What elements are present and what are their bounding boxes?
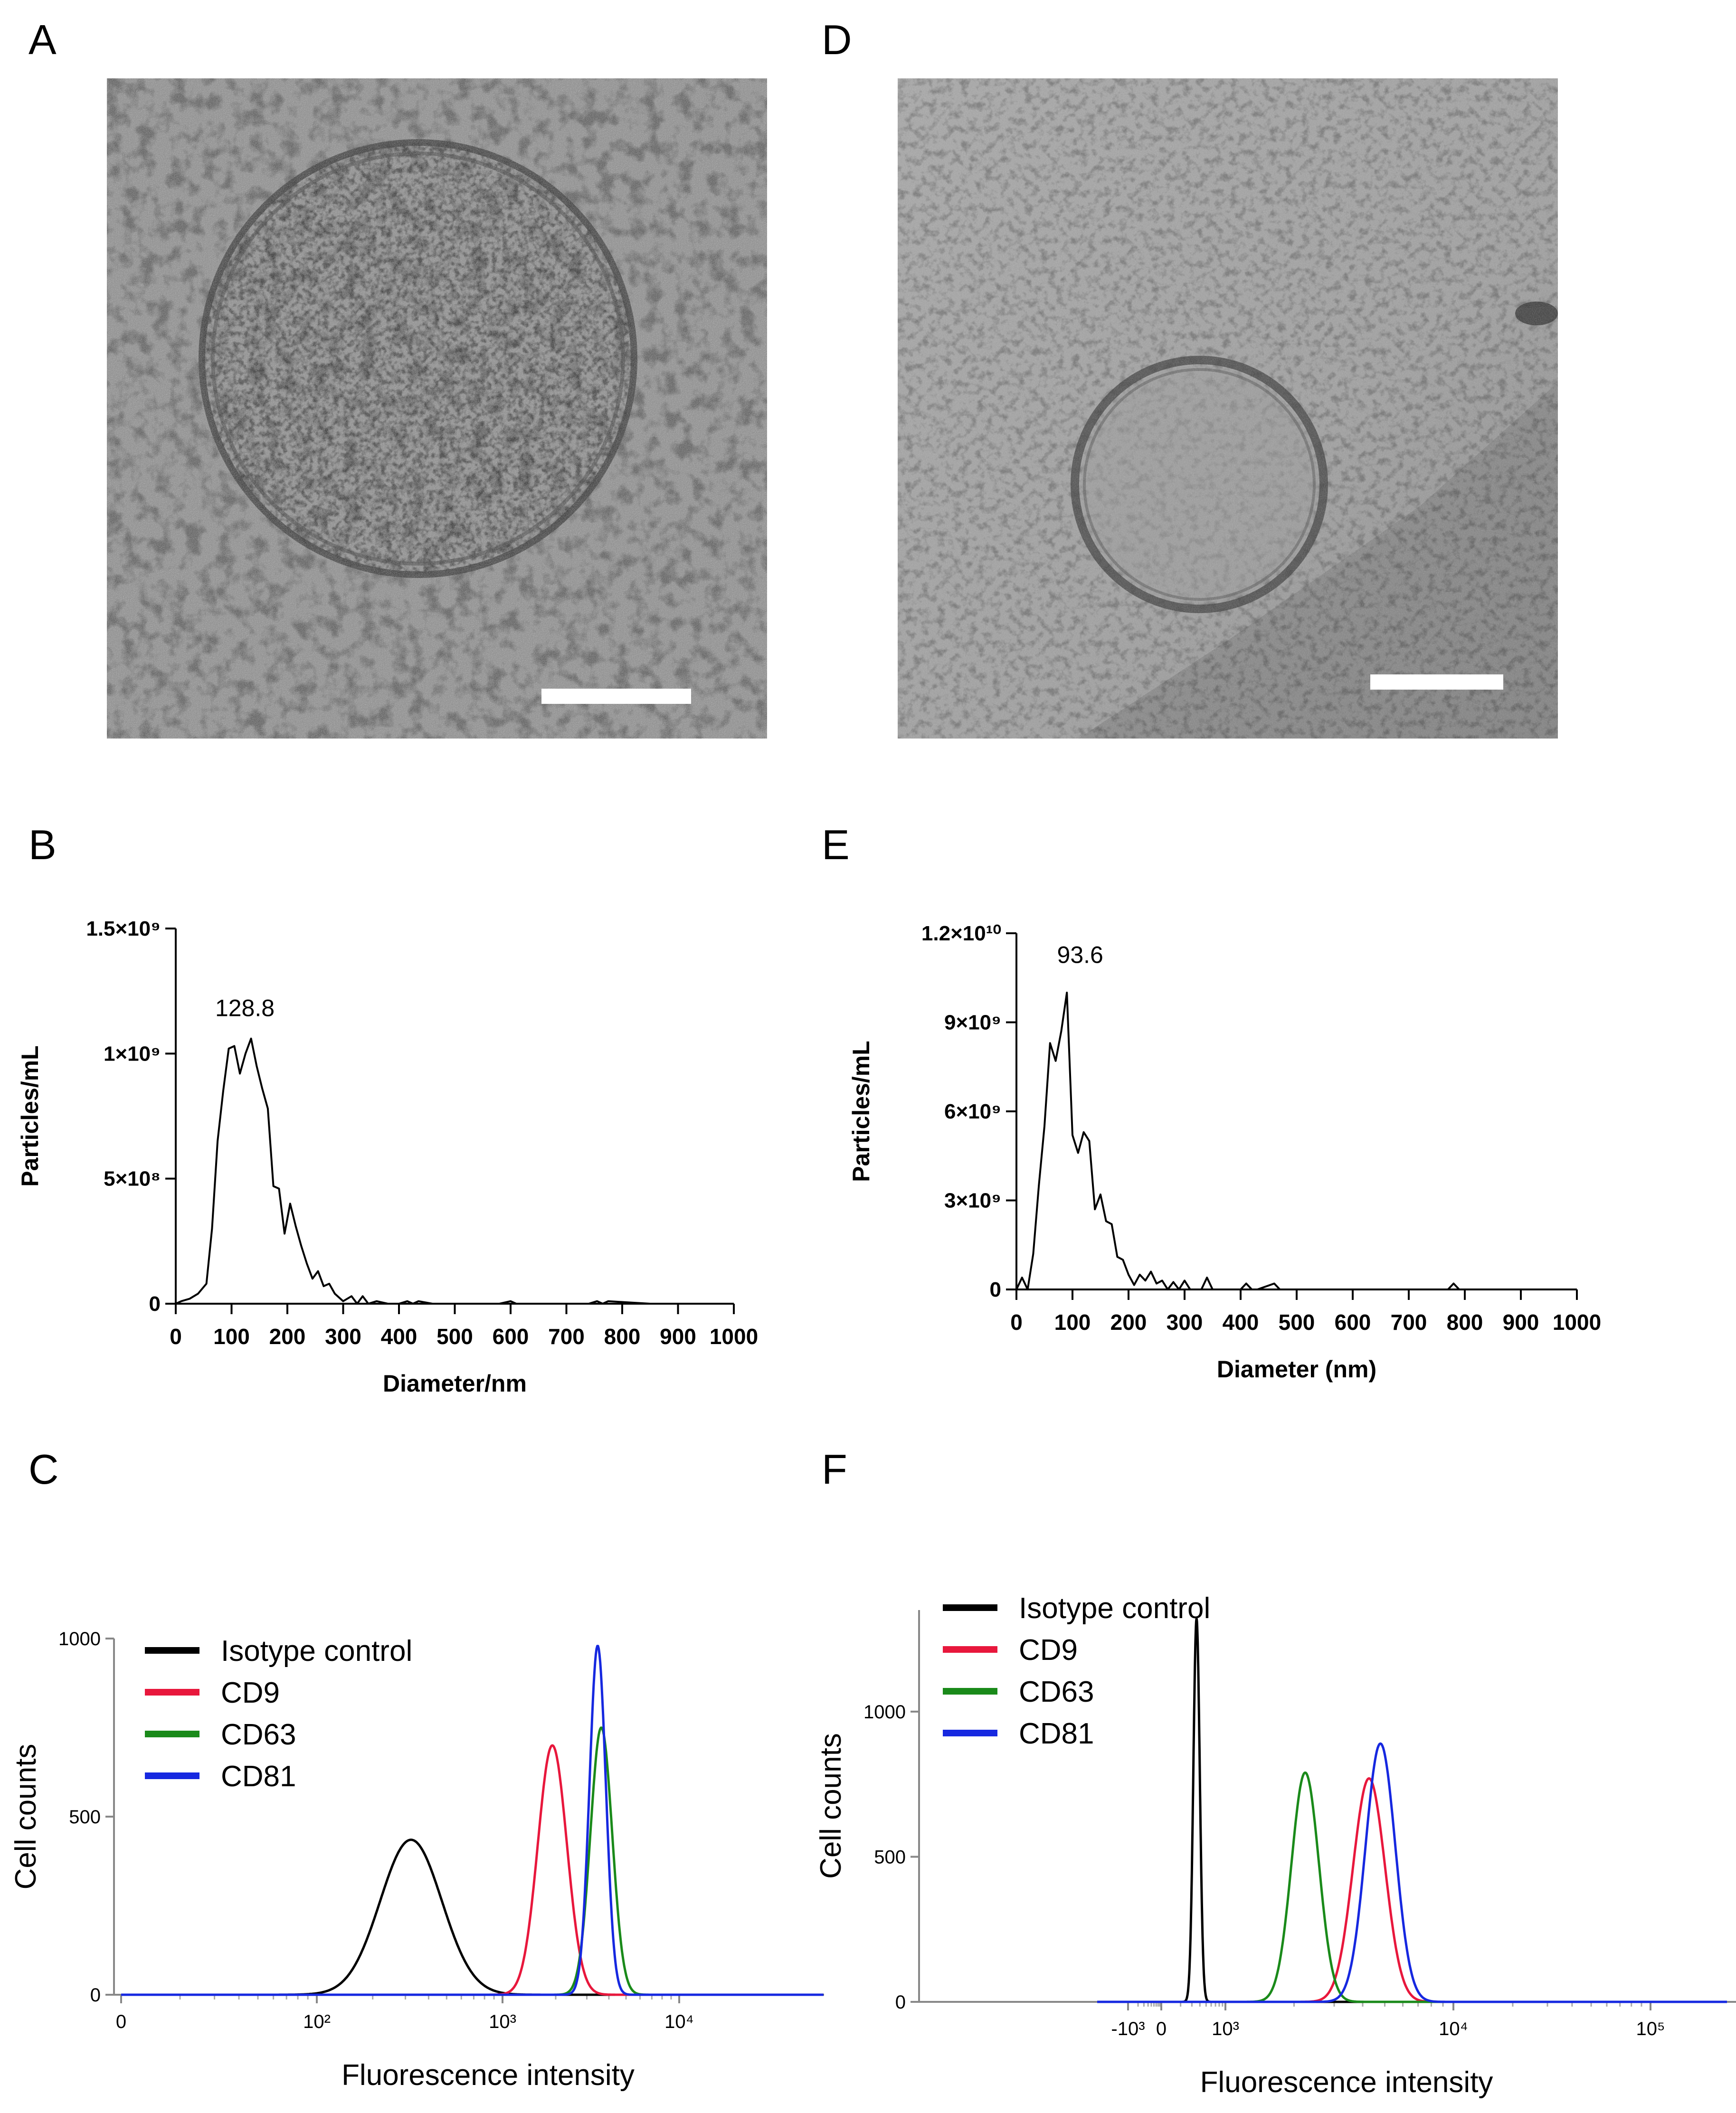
x-tick-label: 200	[1110, 1310, 1147, 1335]
y-tick-label: 9×10⁹	[944, 1011, 1001, 1034]
chart-e: 0 100 200 300 400 500 600 700 800 900 1000 0 3×10⁹ 6×…	[848, 922, 1601, 1383]
x-tick-label: 800	[1447, 1310, 1483, 1335]
y-tick-label: 0	[990, 1278, 1001, 1301]
y-tick-label: 0	[149, 1292, 161, 1316]
chart-b: 0 100 200 300 400 500 600 700 800 900 1000 0 5×10⁸ 1×…	[17, 917, 758, 1397]
y-tick-label: 1000	[863, 1702, 906, 1723]
x-tick-label: 10³	[1212, 2018, 1239, 2039]
legend: Isotype control CD9 CD63 CD81	[145, 1635, 412, 1793]
y-tick-label: 0	[90, 1985, 101, 2006]
x-tick-label: 1000	[710, 1324, 758, 1349]
legend-label: CD9	[221, 1677, 280, 1709]
scale-bar-a	[541, 689, 691, 704]
legend-label: CD81	[1019, 1717, 1094, 1750]
x-tick-label: 400	[1223, 1310, 1259, 1335]
x-axis-title: Diameter/nm	[383, 1370, 527, 1397]
panel-label-e: E	[822, 821, 850, 868]
y-axis-title: Particles/mL	[848, 1041, 874, 1182]
panel-label-b: B	[28, 821, 57, 868]
histogram-isotype-control	[1096, 1618, 1727, 2003]
scale-bar-d	[1370, 674, 1503, 690]
x-tick-label: 700	[548, 1324, 585, 1349]
x-tick-label: 500	[436, 1324, 473, 1349]
y-tick-label: 500	[874, 1847, 906, 1867]
x-tick-label: -10³	[1111, 2018, 1145, 2039]
x-tick-label: 800	[604, 1324, 641, 1349]
x-tick-label: 10⁴	[1439, 2018, 1468, 2039]
legend-label: CD81	[221, 1760, 296, 1793]
x-axis-title: Fluorescence intensity	[1200, 2066, 1493, 2099]
histogram-isotype-control	[121, 1838, 824, 1996]
series-line	[1015, 992, 1577, 1290]
panel-label-f: F	[822, 1446, 847, 1493]
x-tick-label: 300	[1167, 1310, 1203, 1335]
x-axis-title: Fluorescence intensity	[342, 2059, 635, 2092]
x-tick-label: 300	[325, 1324, 361, 1349]
x-tick-label: 10⁴	[664, 2011, 694, 2032]
legend: Isotype control CD9 CD63 CD81	[943, 1592, 1210, 1750]
y-tick-label: 3×10⁹	[944, 1189, 1001, 1213]
x-tick-label: 0	[116, 2011, 126, 2032]
x-tick-label: 1000	[1553, 1310, 1601, 1335]
legend-label: Isotype control	[1019, 1592, 1210, 1625]
legend-label: CD9	[1019, 1634, 1078, 1667]
x-tick-label: 100	[213, 1324, 250, 1349]
histogram-cd81	[121, 1645, 824, 1996]
y-tick-label: 0	[895, 1992, 906, 2013]
y-axis-title: Particles/mL	[17, 1045, 43, 1186]
y-tick-label: 1.5×10⁹	[86, 917, 161, 940]
x-tick-label: 0	[1156, 2018, 1167, 2039]
panel-label-a: A	[28, 16, 57, 63]
panel-label-c: C	[28, 1446, 59, 1493]
y-tick-label: 6×10⁹	[944, 1100, 1001, 1123]
peak-annotation: 93.6	[1057, 942, 1103, 968]
em-image-a	[107, 78, 767, 739]
x-tick-label: 400	[381, 1324, 417, 1349]
panel-label-d: D	[822, 16, 852, 63]
y-tick-label: 1×10⁹	[104, 1042, 161, 1065]
histogram-cd81	[1096, 1742, 1727, 2003]
x-tick-label: 0	[1010, 1310, 1023, 1335]
x-tick-label: 10²	[303, 2011, 331, 2032]
x-tick-label: 500	[1279, 1310, 1315, 1335]
legend-label: CD63	[1019, 1676, 1094, 1708]
em-image-d	[898, 78, 1558, 739]
y-tick-label: 1.2×10¹⁰	[921, 922, 1001, 945]
y-tick-label: 1000	[58, 1629, 101, 1649]
x-tick-label: 10⁵	[1636, 2018, 1665, 2039]
x-tick-label: 600	[1335, 1310, 1371, 1335]
x-tick-label: 200	[269, 1324, 306, 1349]
x-axis-title: Diameter (nm)	[1217, 1356, 1376, 1383]
y-axis-title: Cell counts	[9, 1744, 42, 1890]
x-tick-label: 0	[170, 1324, 182, 1349]
x-tick-label: 10³	[489, 2011, 516, 2032]
x-tick-label: 900	[660, 1324, 696, 1349]
x-tick-label: 700	[1391, 1310, 1427, 1335]
x-tick-label: 100	[1054, 1310, 1091, 1335]
y-tick-label: 500	[69, 1807, 101, 1828]
series-line	[175, 1037, 734, 1305]
x-tick-label: 900	[1503, 1310, 1539, 1335]
x-tick-label: 600	[493, 1324, 529, 1349]
chart-c: 0 500 1000 0 10² 10³ 10⁴ Fluorescence intensity…	[9, 1629, 824, 2092]
y-tick-label: 5×10⁸	[104, 1167, 161, 1191]
peak-annotation: 128.8	[215, 995, 275, 1021]
y-axis-title: Cell counts	[815, 1733, 847, 1879]
legend-label: CD63	[221, 1718, 296, 1751]
legend-label: Isotype control	[221, 1635, 412, 1668]
chart-f: 0 500 1000 -10³ 0 10³ 10⁴ 10⁵ Fluorescence inten…	[815, 1592, 1736, 2099]
